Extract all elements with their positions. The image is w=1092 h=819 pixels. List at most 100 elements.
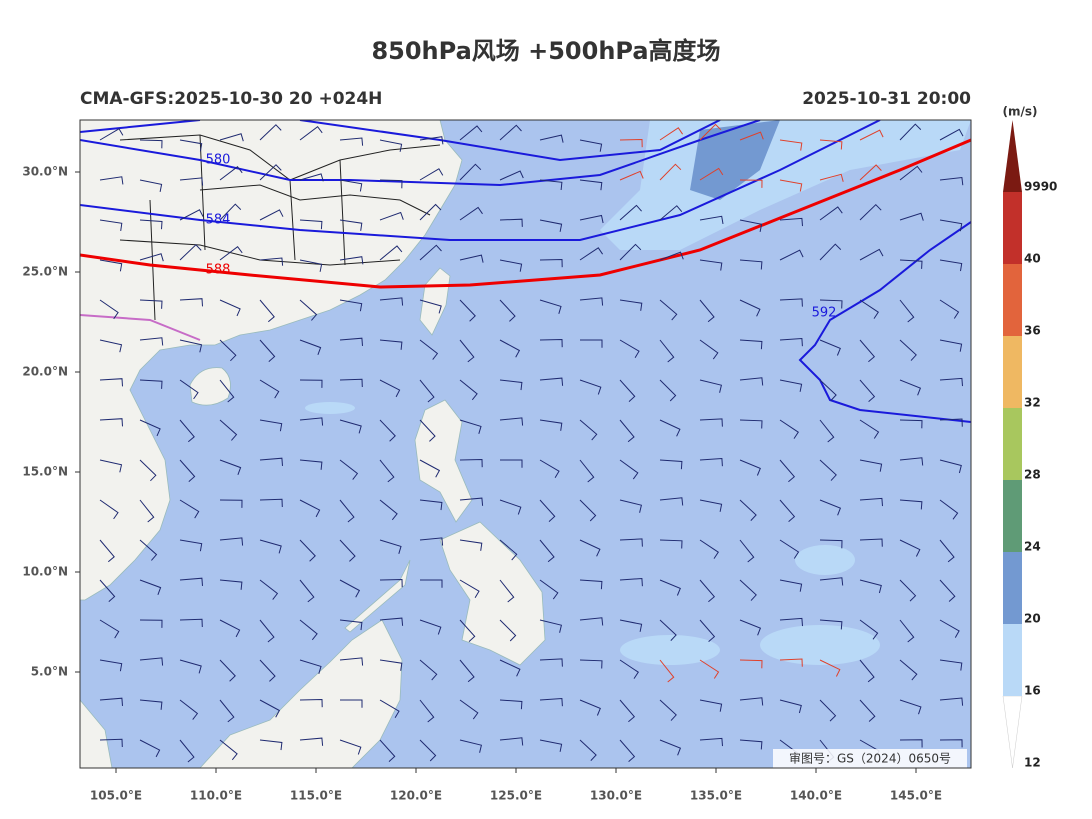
wind-barb bbox=[99, 339, 123, 353]
wind-barb bbox=[499, 379, 523, 391]
wind-barb bbox=[659, 419, 681, 437]
wind-barb bbox=[179, 177, 204, 186]
wind-barb bbox=[779, 539, 800, 559]
wind-barb bbox=[179, 139, 203, 152]
y-tick-label: 25.0°N bbox=[22, 265, 68, 279]
wind-barb bbox=[259, 498, 283, 508]
wind-barb bbox=[619, 339, 640, 359]
wind-barb bbox=[259, 699, 281, 718]
wind-barb bbox=[699, 339, 719, 360]
wind-barb bbox=[219, 245, 243, 261]
wind-barb bbox=[219, 659, 236, 682]
wind-barb bbox=[99, 738, 123, 748]
wind-barb bbox=[699, 659, 720, 679]
wind-barb bbox=[699, 579, 716, 603]
wind-barb bbox=[259, 339, 276, 362]
wind-barb bbox=[259, 379, 280, 399]
colorbar-label: 36 bbox=[1024, 324, 1041, 338]
wind-barb bbox=[419, 379, 435, 403]
wind-barb bbox=[459, 579, 480, 599]
colorbar-label: 28 bbox=[1024, 468, 1041, 482]
wind-barb bbox=[659, 163, 682, 181]
wind-barb bbox=[339, 256, 364, 265]
wind-barb bbox=[699, 737, 723, 747]
wind-barb bbox=[659, 299, 678, 321]
wind-barb bbox=[259, 579, 279, 600]
wind-barb bbox=[459, 299, 476, 322]
wind-barb bbox=[939, 299, 960, 319]
wind-barb bbox=[459, 539, 483, 551]
contour-label: 592 bbox=[812, 306, 837, 321]
wind-barb bbox=[139, 299, 163, 309]
wind-barb bbox=[219, 419, 238, 441]
wind-barb bbox=[259, 209, 284, 221]
y-tick-label: 5.0°N bbox=[31, 665, 68, 679]
wind-barb bbox=[859, 164, 882, 181]
wind-barb bbox=[99, 418, 123, 427]
wind-barb bbox=[139, 619, 163, 628]
wind-barb bbox=[340, 699, 363, 708]
colorbar-segment bbox=[1003, 192, 1022, 264]
wind-barb bbox=[99, 499, 119, 520]
wind-barb bbox=[939, 697, 964, 706]
wind-barb bbox=[499, 259, 523, 272]
wind-barb bbox=[539, 299, 562, 314]
wind-barb bbox=[819, 339, 841, 356]
wind-barb bbox=[299, 659, 322, 674]
wind-barb bbox=[379, 499, 398, 521]
wind-barb bbox=[99, 259, 123, 272]
wind-barb bbox=[539, 338, 563, 348]
wind-barb bbox=[859, 419, 880, 439]
wind-barb bbox=[299, 698, 323, 708]
wind-barb bbox=[859, 339, 876, 363]
approval-number: 审图号：GS（2024）0650号 bbox=[789, 751, 951, 766]
x-tick-label: 110.0°E bbox=[190, 789, 242, 803]
wind-barb bbox=[539, 459, 560, 479]
wind-barb bbox=[339, 419, 362, 434]
wind-barb bbox=[939, 619, 960, 638]
wind-barb bbox=[179, 499, 200, 519]
wind-barb bbox=[819, 699, 837, 722]
x-tick-label: 115.0°E bbox=[290, 789, 342, 803]
wind-barb bbox=[739, 179, 763, 188]
wind-barb bbox=[659, 539, 683, 549]
wind-barb bbox=[179, 539, 203, 552]
wind-barb bbox=[299, 259, 323, 272]
wind-barb bbox=[579, 617, 604, 626]
wind-barb bbox=[139, 179, 163, 192]
wind-barb bbox=[579, 297, 604, 306]
wind-barb bbox=[459, 125, 483, 141]
coast-border bbox=[80, 314, 201, 341]
wind-barb bbox=[739, 619, 762, 636]
wind-barb bbox=[459, 339, 475, 363]
wind-barb bbox=[739, 659, 763, 669]
wind-barb bbox=[579, 699, 601, 716]
wind-barb bbox=[619, 659, 639, 679]
wind-barb bbox=[419, 203, 442, 221]
wind-barb bbox=[99, 619, 120, 639]
wind-barb bbox=[739, 219, 763, 232]
wind-barb bbox=[659, 205, 683, 221]
wind-barb bbox=[459, 206, 483, 221]
wind-barb bbox=[179, 739, 195, 763]
contour-label: 584 bbox=[206, 213, 231, 228]
wind-barb bbox=[379, 539, 402, 554]
wind-barb bbox=[179, 379, 199, 400]
wind-barb bbox=[499, 699, 523, 710]
wind-barb bbox=[819, 577, 844, 586]
wind-barb bbox=[339, 337, 363, 346]
wind-barb bbox=[139, 337, 164, 346]
wind-barb bbox=[419, 699, 435, 723]
wind-barb bbox=[339, 539, 356, 562]
wind-barb bbox=[739, 419, 763, 429]
wind-barb bbox=[939, 377, 963, 387]
wind-barb bbox=[139, 499, 155, 523]
wind-barb bbox=[139, 539, 158, 561]
wind-barb bbox=[859, 497, 883, 507]
wind-barb bbox=[619, 419, 635, 443]
wind-barb bbox=[379, 617, 404, 626]
wind-barb bbox=[539, 419, 563, 431]
colorbar-segment bbox=[1003, 480, 1022, 552]
wind-barb bbox=[899, 123, 922, 141]
wind-barb bbox=[419, 537, 444, 546]
